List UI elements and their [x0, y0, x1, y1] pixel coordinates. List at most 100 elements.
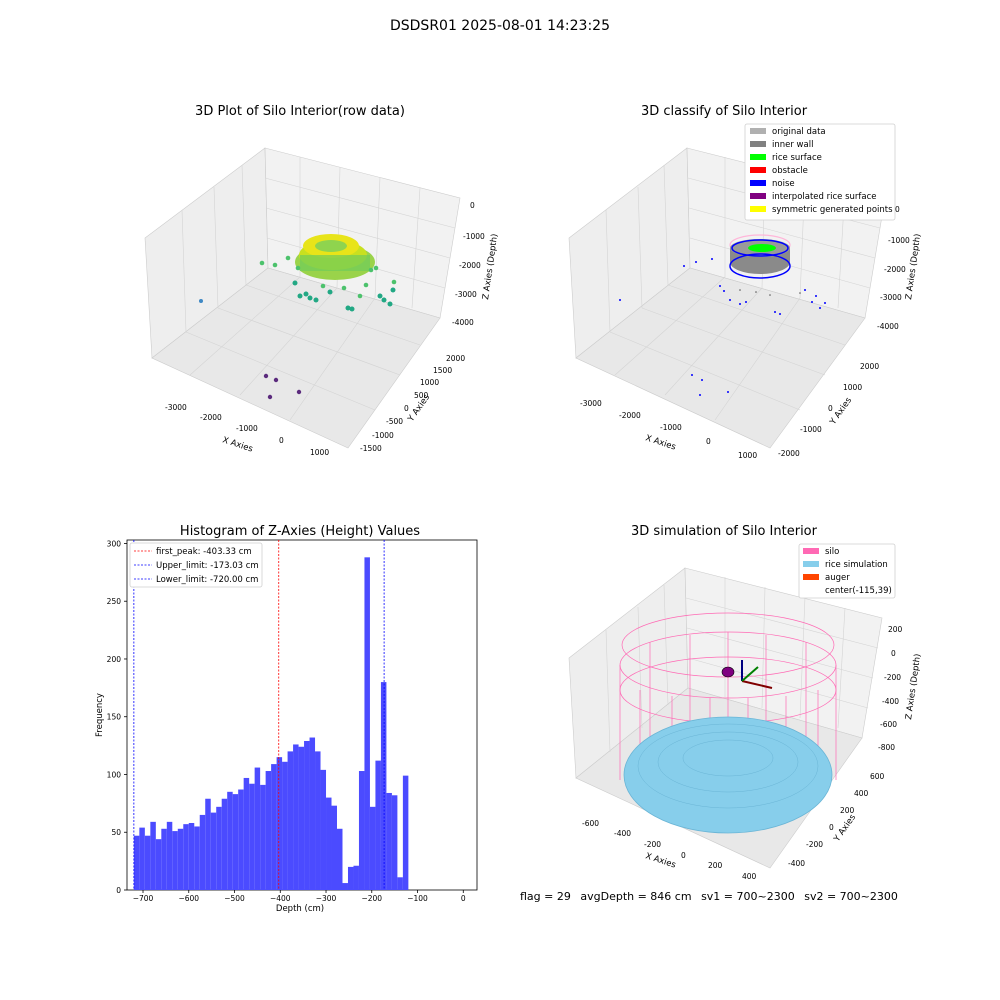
legend-label: original data	[772, 127, 826, 137]
histogram-y-label: Frequency	[95, 693, 105, 737]
histogram-xtick-label: −600	[178, 894, 199, 903]
raw-xtick: 0	[279, 436, 284, 445]
histogram-bar	[320, 769, 327, 890]
classify-ytick: 1000	[843, 383, 862, 392]
histogram-y-ticks: 0 50 100 150 200 250 300	[107, 539, 127, 895]
classify-xtick: -3000	[580, 399, 602, 408]
histogram-bar	[380, 682, 387, 890]
simulation-ytick: 600	[870, 772, 885, 781]
raw-ztick: -4000	[452, 318, 474, 327]
simulation-ztick: 200	[888, 625, 903, 634]
classify-ytick: -2000	[778, 449, 800, 458]
histogram-bar	[309, 737, 316, 890]
histogram-bar	[221, 798, 228, 890]
classify-pane-floor	[575, 267, 866, 449]
histogram-bar	[199, 814, 206, 890]
raw-xtick: 1000	[310, 448, 329, 457]
simulation-xtick: 0	[681, 851, 686, 860]
legend-label: Upper_limit: -173.03 cm	[156, 561, 259, 571]
raw-ytick: 2000	[446, 354, 465, 363]
status-flag: flag = 29	[520, 890, 571, 903]
raw-x-label: X Axies	[221, 435, 254, 454]
legend-swatch	[750, 128, 766, 134]
histogram-bar	[271, 764, 277, 890]
legend-label: Lower_limit: -720.00 cm	[156, 575, 258, 585]
histogram-bar	[243, 777, 250, 890]
legend-label: rice surface	[772, 153, 822, 163]
classify-legend: original data inner wall rice surface ob…	[744, 123, 896, 221]
classify-xtick: -1000	[660, 423, 682, 432]
histogram-bar	[188, 823, 195, 890]
status-line: flag = 29 avgDepth = 846 cm sv1 = 700~23…	[520, 890, 904, 903]
histogram-xtick-label: −300	[316, 894, 337, 903]
legend-label: inner wall	[772, 140, 813, 150]
simulation-legend: silo rice simulation auger center(-115,3…	[798, 543, 896, 599]
raw-ytick: -500	[386, 417, 403, 426]
figure-title: DSDSR01 2025-08-01 14:23:25	[389, 18, 610, 34]
classify-x-ticks: -3000 -2000 -1000 0 1000	[580, 399, 757, 460]
histogram-x-ticks: −700 −600 −500 −400 −300 −200 −100 0	[133, 890, 466, 903]
simulation-ytick: -400	[788, 859, 805, 868]
legend-swatch	[803, 574, 819, 580]
legend-swatch	[803, 561, 819, 567]
legend-swatch	[750, 154, 766, 160]
histogram-bar	[144, 835, 151, 890]
histogram-plot: −700 −600 −500 −400 −300 −200 −100 0 0 50 100 150 2…	[95, 539, 478, 914]
histogram-bar	[216, 806, 222, 890]
raw-y-ticks: -1500 -1000 -500 0 500 1000 1500 2000	[360, 354, 465, 453]
legend-label: symmetric generated points	[772, 205, 893, 215]
histogram-bar	[331, 805, 337, 890]
classify-xtick: -2000	[619, 411, 641, 420]
status-sv1: sv1 = 700~2300	[701, 890, 795, 903]
legend-swatch	[803, 548, 819, 554]
legend-swatch	[750, 141, 766, 147]
histogram-xtick-label: 0	[461, 894, 466, 903]
simulation-ztick: -400	[882, 697, 899, 706]
histogram-bar	[177, 828, 184, 890]
histogram-bar	[249, 783, 255, 890]
histogram-bar	[282, 761, 288, 890]
raw-z-label: Z Axies (Depth)	[481, 233, 500, 300]
classify-3d-plot: original data inner wall rice surface ob…	[568, 123, 923, 460]
histogram-bar	[194, 826, 200, 890]
histogram-xtick-label: −400	[270, 894, 291, 903]
simulation-xtick: 200	[708, 861, 723, 870]
simulation-xtick: 400	[742, 872, 757, 881]
classify-ytick: 0	[828, 404, 833, 413]
raw-xtick: -1000	[236, 424, 258, 433]
simulation-x-label: X Axies	[644, 851, 677, 870]
histogram-bar	[260, 784, 266, 890]
simulation-ztick: -600	[880, 720, 897, 729]
classify-ztick: -4000	[877, 322, 899, 331]
simulation-y-label: Y Axies	[832, 812, 859, 844]
simulation-z-ticks: 200 0 -200 -400 -600 -800	[878, 625, 903, 752]
raw-ztick: -1000	[463, 232, 485, 241]
histogram-bar	[386, 792, 392, 890]
raw-ytick: 1500	[433, 366, 452, 375]
histogram-bar	[232, 794, 239, 890]
legend-swatch	[750, 167, 766, 173]
histogram-bar	[342, 883, 348, 890]
classify-ytick: -1000	[800, 425, 822, 434]
histogram-ytick-label: 250	[107, 597, 122, 606]
raw-ytick: 1000	[420, 378, 439, 387]
histogram-bar	[298, 746, 305, 890]
raw-ytick: -1500	[360, 444, 382, 453]
histogram-bar	[369, 806, 376, 890]
histogram-xtick-label: −100	[407, 894, 428, 903]
simulation-ytick: 400	[854, 789, 869, 798]
histogram-bar	[205, 798, 211, 890]
histogram-bar	[150, 821, 156, 890]
raw-points-cluster	[199, 234, 397, 400]
histogram-legend: first_peak: -403.33 cm Upper_limit: -173…	[129, 542, 263, 588]
classify-xtick: 0	[706, 437, 711, 446]
raw-z-ticks: 0 -1000 -2000 -3000 -4000	[452, 201, 485, 327]
simulation-ytick: -200	[806, 840, 823, 849]
raw-x-ticks: -3000 -2000 -1000 0 1000	[165, 403, 329, 457]
histogram-bar	[161, 828, 167, 890]
histogram-bar	[227, 791, 233, 890]
simulation-xtick: -600	[582, 819, 599, 828]
simulation-ytick: 200	[840, 806, 855, 815]
histogram-bar	[238, 789, 244, 890]
